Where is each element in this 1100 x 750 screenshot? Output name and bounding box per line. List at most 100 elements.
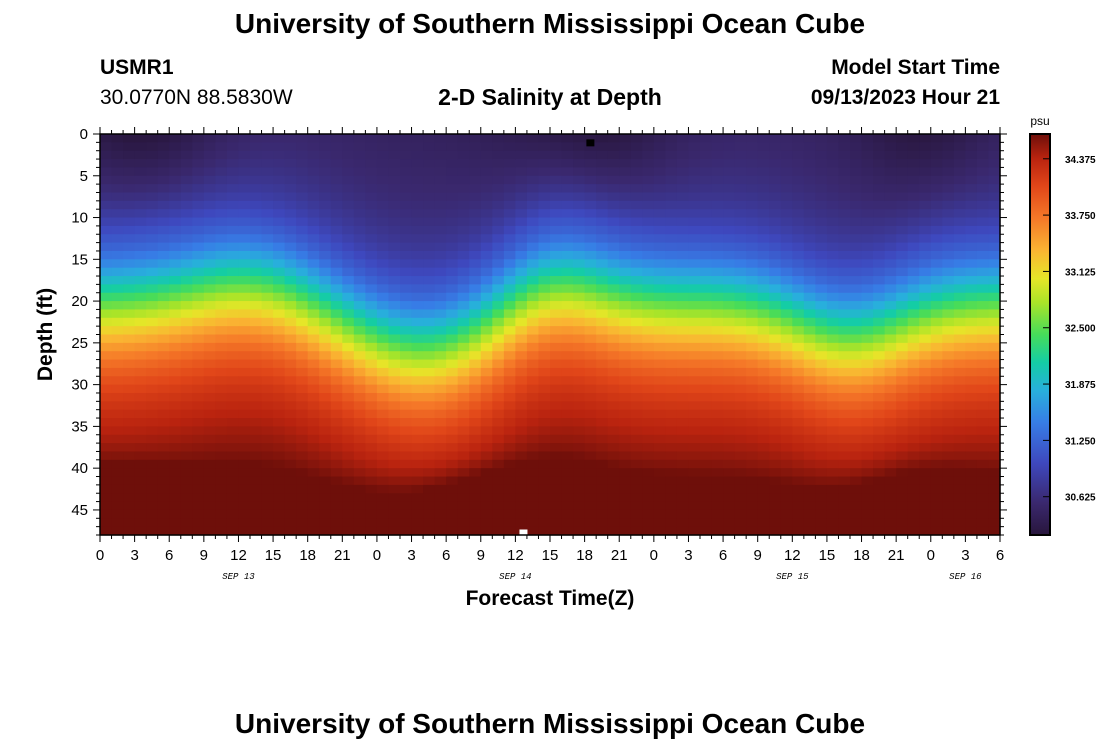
heatmap-cell (688, 209, 701, 219)
heatmap-cell (365, 518, 378, 528)
heatmap-cell (526, 468, 540, 478)
heatmap-cell (907, 167, 920, 177)
heatmap-cell (584, 242, 597, 252)
heatmap-cell (676, 434, 690, 444)
heatmap-cell (169, 142, 182, 152)
heatmap-cell (573, 209, 586, 219)
heatmap-cell (688, 301, 701, 311)
heatmap-cell (653, 468, 666, 478)
heatmap-cell (376, 301, 390, 311)
heatmap-cell (261, 167, 274, 177)
heatmap-cell (215, 459, 228, 469)
heatmap-cell (700, 150, 713, 160)
heatmap-cell (965, 392, 978, 402)
heatmap-cell (526, 443, 540, 453)
heatmap-cell (561, 426, 574, 436)
heatmap-cell (261, 184, 274, 194)
heatmap-cell (111, 443, 124, 453)
heatmap-cell (330, 200, 343, 210)
heatmap-cell (100, 276, 113, 285)
heatmap-cell (596, 276, 609, 285)
heatmap-cell (815, 167, 828, 177)
heatmap-cell (803, 225, 816, 235)
heatmap-cell (446, 301, 459, 311)
heatmap-cell (411, 192, 424, 202)
heatmap-cell (896, 451, 909, 461)
heatmap-cell (296, 384, 309, 394)
heatmap-cell (988, 509, 1001, 519)
heatmap-cell (838, 493, 851, 503)
heatmap-cell (607, 242, 620, 252)
heatmap-cell (700, 342, 713, 352)
heatmap-cell (492, 167, 505, 177)
heatmap-cell (988, 351, 1001, 361)
heatmap-cell (688, 376, 701, 386)
heatmap-cell (307, 493, 320, 503)
heatmap-cell (573, 292, 586, 302)
heatmap-cell (630, 142, 643, 152)
heatmap-cell (284, 309, 297, 319)
heatmap-cell (411, 409, 424, 419)
heatmap-cell (480, 342, 493, 352)
heatmap-cell (388, 501, 401, 511)
heatmap-cell (296, 367, 309, 377)
heatmap-cell (284, 134, 297, 143)
heatmap-cell (792, 501, 805, 511)
heatmap-cell (676, 175, 690, 185)
heatmap-cell (457, 334, 470, 344)
heatmap-cell (480, 459, 493, 469)
heatmap-cell (319, 426, 332, 436)
heatmap-cell (550, 134, 563, 143)
heatmap-cell (919, 167, 932, 177)
heatmap-cell (988, 459, 1001, 469)
heatmap-cell (538, 426, 551, 436)
heatmap-cell (942, 351, 955, 361)
heatmap-cell (850, 409, 863, 419)
heatmap-cell (376, 484, 390, 494)
heatmap-cell (550, 142, 563, 152)
heatmap-cell (446, 342, 459, 352)
heatmap-cell (826, 409, 840, 419)
heatmap-cell (226, 484, 240, 494)
heatmap-cell (238, 518, 251, 528)
heatmap-cell (642, 459, 655, 469)
heatmap-cell (596, 384, 609, 394)
heatmap-cell (930, 317, 943, 327)
heatmap-cell (596, 468, 609, 478)
heatmap-cell (319, 484, 332, 494)
heatmap-cell (838, 250, 851, 260)
heatmap-cell (965, 250, 978, 260)
heatmap-cell (261, 426, 274, 436)
heatmap-cell (307, 342, 320, 352)
heatmap-cell (180, 367, 193, 377)
heatmap-cell (988, 234, 1001, 244)
heatmap-cell (157, 159, 170, 169)
heatmap-cell (469, 134, 482, 143)
heatmap-cell (700, 468, 713, 478)
heatmap-cell (838, 309, 851, 319)
heatmap-cell (550, 484, 563, 494)
heatmap-cell (111, 167, 124, 177)
heatmap-cell (307, 351, 320, 361)
heatmap-cell (676, 443, 690, 453)
heatmap-cell (446, 367, 459, 377)
heatmap-cell (319, 526, 332, 536)
heatmap-cell (607, 526, 620, 536)
heatmap-cell (446, 392, 459, 402)
heatmap-cell (942, 134, 955, 143)
heatmap-cell (700, 493, 713, 503)
heatmap-cell (469, 317, 482, 327)
heatmap-cell (226, 334, 240, 344)
colorbar-tick-label: 34.375 (1065, 155, 1096, 166)
heatmap-cell (942, 150, 955, 160)
heatmap-cell (376, 267, 390, 277)
heatmap-cell (146, 392, 159, 402)
heatmap-cell (100, 175, 113, 185)
heatmap-cell (169, 434, 182, 444)
heatmap-cell (907, 351, 920, 361)
heatmap-cell (746, 509, 759, 519)
heatmap-cell (850, 200, 863, 210)
heatmap-cell (619, 284, 632, 294)
heatmap-cell (226, 434, 240, 444)
heatmap-cell (676, 234, 690, 244)
